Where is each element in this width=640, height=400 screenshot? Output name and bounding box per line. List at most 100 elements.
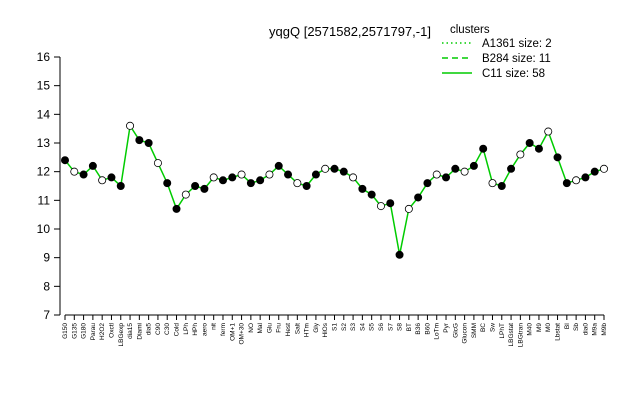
x-tick-label: SMM [471, 323, 478, 338]
data-point [135, 136, 144, 145]
x-tick-label: ferm [220, 323, 227, 336]
data-point [88, 161, 97, 170]
x-tick-label: dia15 [127, 323, 134, 339]
data-point [98, 176, 107, 185]
data-point [553, 153, 562, 162]
data-point [358, 184, 367, 193]
data-point [367, 190, 376, 199]
data-point [274, 161, 283, 170]
plot-area [61, 121, 609, 259]
x-tick-label: Sw [489, 323, 496, 332]
data-point [163, 179, 172, 188]
x-tick-label: Glu [266, 323, 273, 334]
y-tick-label: 9 [43, 251, 50, 265]
data-point [293, 179, 302, 188]
data-point [544, 127, 553, 136]
data-point [562, 179, 571, 188]
data-point [70, 167, 79, 176]
x-tick-label: Oxctl [108, 322, 115, 337]
data-point [404, 204, 413, 213]
data-point [265, 170, 274, 179]
data-point [228, 173, 237, 182]
data-point [423, 179, 432, 188]
data-point [414, 193, 423, 202]
x-tick-label: S6 [378, 323, 385, 331]
data-point [209, 173, 218, 182]
data-point [61, 156, 70, 165]
data-point [497, 181, 506, 190]
y-tick-label: 15 [37, 79, 51, 93]
data-point [79, 170, 88, 179]
x-tick-label: S4 [359, 323, 366, 331]
x-tick-label: M0 [545, 323, 552, 332]
data-point [246, 179, 255, 188]
x-tick-label: GlcG [452, 323, 459, 338]
x-tick-label: G135 [71, 323, 78, 339]
x-tick-label: Diami [136, 323, 143, 340]
x-tick-label: Gly [313, 322, 320, 333]
x-tick-label: NO [248, 323, 255, 333]
x-tick-label: C30 [164, 323, 171, 335]
x-tick-label: Salt [294, 323, 301, 334]
data-point [525, 138, 534, 147]
data-point [507, 164, 516, 173]
data-point [451, 164, 460, 173]
x-tick-label: M40 [527, 323, 534, 336]
x-tick-label: dia0 [582, 323, 589, 336]
x-tick-label: M9b [601, 323, 608, 336]
y-tick-label: 7 [43, 308, 50, 322]
x-tick-label: Cold [174, 323, 181, 337]
y-tick-label: 16 [37, 50, 51, 64]
x-tick-label: BT [406, 323, 413, 331]
y-tick-label: 13 [37, 136, 51, 150]
data-point [376, 202, 385, 211]
x-tick-label: S5 [369, 323, 376, 331]
x-tick-label: Hest [285, 323, 292, 337]
x-tick-label: HPh [192, 323, 199, 336]
legend-entry-label: A1361 size: 2 [482, 38, 552, 50]
x-tick-label: LBGtran [517, 323, 524, 348]
x-tick-label: LPh [183, 323, 190, 335]
data-point [349, 173, 358, 182]
data-point [200, 184, 209, 193]
data-point [153, 159, 162, 168]
legend-entry-label: C11 size: 58 [482, 68, 545, 80]
x-tick-label: dia5 [146, 323, 153, 336]
x-tick-label: OM+1 [229, 323, 236, 341]
x-tick-label: HTm [304, 323, 311, 337]
x-tick-label: B60 [424, 323, 431, 335]
x-tick-label: Mal [257, 322, 264, 333]
x-tick-label: BC [480, 323, 487, 332]
x-tick-label: HiOs [322, 322, 329, 337]
x-tick-label: M9a [592, 323, 599, 336]
y-axis: 7 8 9 10 11 12 13 14 15 16 [37, 50, 61, 322]
y-tick-label: 8 [43, 279, 50, 293]
legend-title: clusters [450, 24, 490, 36]
data-point [330, 164, 339, 173]
data-point [460, 167, 469, 176]
x-tick-label: Lbstat [555, 323, 562, 341]
data-point [256, 176, 265, 185]
data-point [581, 173, 590, 182]
data-point [572, 176, 581, 185]
data-point [516, 150, 525, 159]
x-tick-label: nit [211, 323, 218, 330]
y-tick-label: 11 [38, 193, 51, 207]
data-point [181, 190, 190, 199]
x-tick-label: LoTm [434, 323, 441, 340]
x-tick-label: B36 [415, 323, 422, 335]
x-axis: G150 G135 G180 Parau H2O2 Oxctl LBGexp dia15 Dia… [62, 314, 608, 348]
x-tick-label: Pyr [443, 322, 450, 333]
x-tick-label: G180 [81, 323, 88, 339]
legend: clusters A1361 size: 2 B284 size: 11 C11 si… [442, 24, 552, 80]
x-tick-label: S1 [332, 323, 339, 331]
x-tick-label: Sb [573, 323, 580, 331]
data-point [395, 250, 404, 259]
data-point [218, 176, 227, 185]
data-point [126, 121, 135, 130]
x-tick-label: M9 [536, 323, 543, 332]
y-tick-label: 10 [37, 222, 51, 236]
x-tick-label: LBGstat [508, 323, 515, 347]
data-point [116, 181, 125, 190]
